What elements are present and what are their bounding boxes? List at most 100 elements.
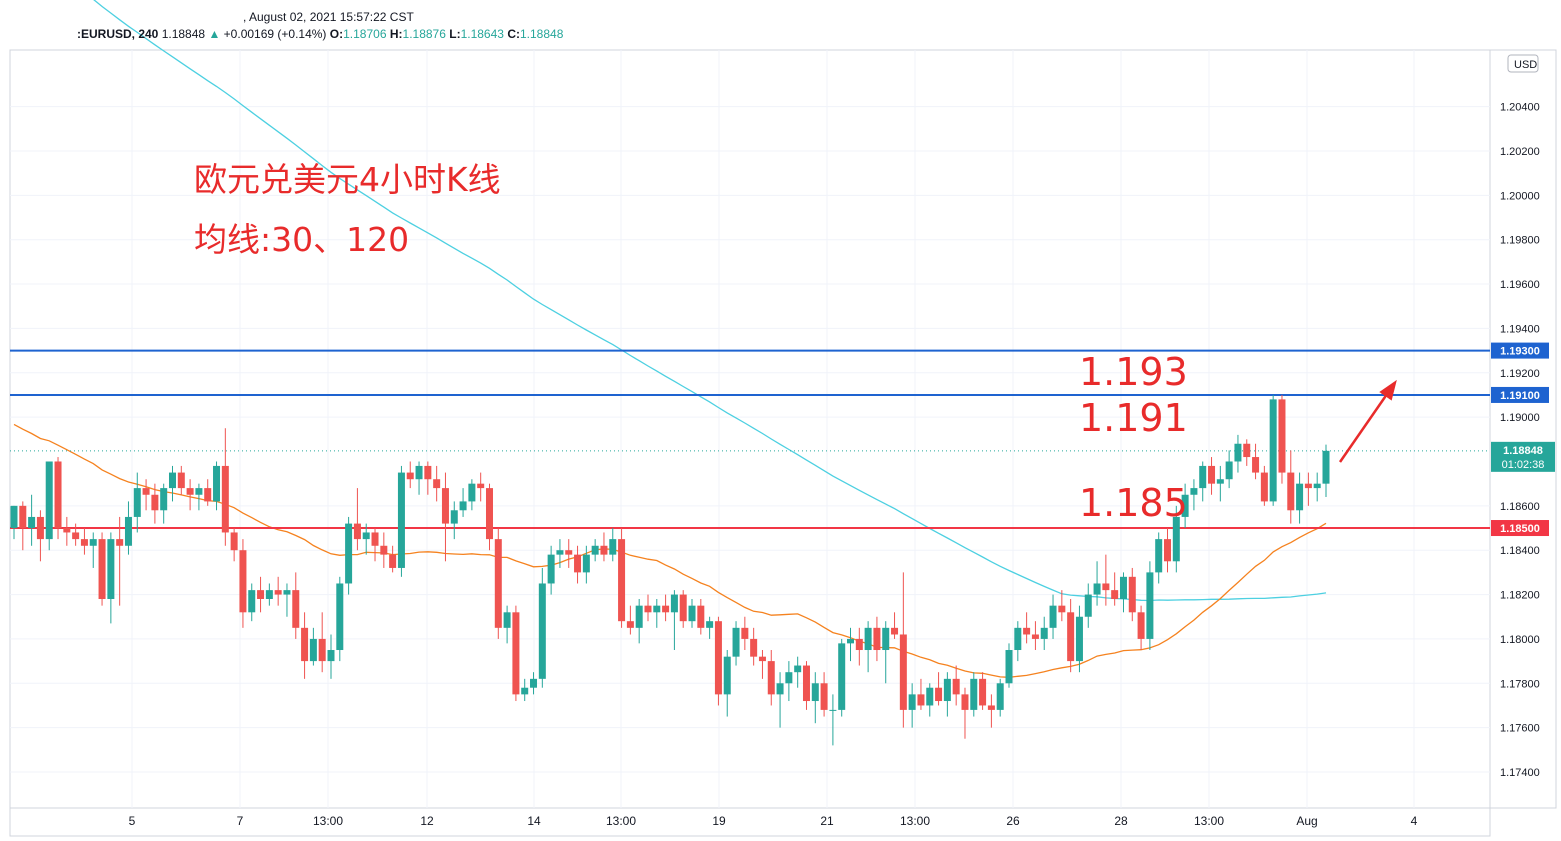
candle-body-down bbox=[626, 621, 634, 628]
level-badge-label: 1.19300 bbox=[1500, 346, 1540, 358]
candle-body-down bbox=[1243, 443, 1251, 458]
candle-body-up bbox=[459, 501, 467, 511]
candle-body-up bbox=[838, 643, 846, 710]
candle-body-down bbox=[899, 634, 907, 710]
close-value: 1.18848 bbox=[519, 27, 564, 41]
candle-body-down bbox=[1287, 472, 1295, 511]
chart-title-annotation: 欧元兑美元4小时K线 bbox=[194, 160, 501, 199]
candle-body-up bbox=[1014, 627, 1022, 651]
candle-body-down bbox=[257, 590, 265, 599]
candle-body-up bbox=[1155, 539, 1163, 573]
candle-body-down bbox=[274, 590, 282, 595]
candle-body-up bbox=[362, 532, 370, 540]
candle-body-down bbox=[802, 665, 810, 702]
candle-body-down bbox=[389, 554, 397, 568]
candle-body-down bbox=[485, 488, 493, 540]
candle-body-up bbox=[45, 461, 53, 540]
low-value: 1.18643 bbox=[460, 27, 504, 41]
candle-body-down bbox=[600, 545, 608, 555]
candle-body-up bbox=[1313, 483, 1321, 489]
candle-body-up bbox=[168, 472, 176, 489]
up-triangle-icon: ▲ bbox=[208, 27, 221, 41]
y-tick-label: 1.19800 bbox=[1500, 235, 1540, 247]
candle-body-up bbox=[1181, 494, 1189, 517]
candle-body-down bbox=[1031, 634, 1039, 639]
price-change: +0.00169 (+0.14%) bbox=[223, 27, 327, 41]
candle-body-down bbox=[750, 638, 758, 657]
candle-body-up bbox=[397, 472, 405, 568]
candle-body-down bbox=[441, 488, 449, 524]
candle-body-up bbox=[265, 590, 273, 599]
candle-body-up bbox=[28, 516, 36, 529]
candle-body-up bbox=[847, 638, 855, 644]
candle-body-up bbox=[609, 539, 617, 555]
forecast-arrow bbox=[1338, 379, 1397, 463]
candle-body-up bbox=[195, 488, 203, 495]
candle-body-up bbox=[133, 488, 141, 517]
x-tick-label: 5 bbox=[129, 814, 136, 828]
ma-30-path bbox=[13, 423, 1327, 678]
y-tick-label: 1.17800 bbox=[1500, 678, 1540, 690]
candle-body-down bbox=[1278, 399, 1286, 473]
candle-body-down bbox=[177, 472, 185, 489]
candle-body-up bbox=[107, 539, 115, 599]
candle-body-down bbox=[952, 678, 960, 695]
candle-body-down bbox=[820, 683, 828, 710]
candle-body-up bbox=[785, 672, 793, 684]
candle-body-up bbox=[1225, 461, 1233, 480]
horizontal-level-lines bbox=[10, 349, 1490, 530]
currency-badge-label: USD bbox=[1514, 59, 1537, 71]
candle-body-up bbox=[336, 583, 344, 651]
y-axis-tick-labels: 1.20400 1.20200 1.20000 1.19800 1.19600 1.194… bbox=[1500, 54, 1540, 779]
candle-body-up bbox=[556, 550, 564, 555]
candle-body-up bbox=[794, 665, 802, 673]
candle-body-down bbox=[353, 523, 361, 540]
candle-body-up bbox=[811, 683, 819, 702]
candle-body-down bbox=[301, 627, 309, 662]
header-date: , August 02, 2021 15:57:22 CST bbox=[243, 10, 414, 24]
x-tick-label: 14 bbox=[527, 814, 541, 828]
candle-body-up bbox=[1269, 399, 1277, 502]
ma-120-path bbox=[93, 0, 1327, 602]
current-price-label: 1.18848 bbox=[1503, 445, 1543, 457]
open-label: O: bbox=[329, 27, 344, 41]
level-annotation-1193: 1.193 bbox=[1079, 350, 1188, 394]
candle-body-down bbox=[1208, 465, 1216, 484]
candle-body-down bbox=[512, 612, 520, 695]
price-axis bbox=[1489, 49, 1557, 809]
candle-body-down bbox=[679, 594, 687, 622]
candle-body-up bbox=[943, 678, 951, 702]
candle-body-down bbox=[142, 488, 150, 495]
candle-body-down bbox=[662, 605, 670, 613]
last-price: 1.18848 bbox=[161, 27, 206, 41]
candle-body-down bbox=[1304, 483, 1312, 489]
grid bbox=[10, 50, 1490, 808]
candle-body-up bbox=[1119, 576, 1127, 599]
candle-body-down bbox=[1023, 627, 1031, 635]
candle-body-up bbox=[926, 687, 934, 706]
x-tick-label: 21 bbox=[820, 814, 834, 828]
candle-body-down bbox=[1260, 472, 1268, 502]
candle-body-up bbox=[970, 678, 978, 710]
time-axis bbox=[9, 807, 1491, 837]
candle-body-up bbox=[1093, 583, 1101, 595]
candle-body-down bbox=[1128, 576, 1136, 613]
candle-body-down bbox=[186, 488, 194, 495]
x-tick-label: 13:00 bbox=[900, 814, 930, 828]
x-tick-label: 13:00 bbox=[1194, 814, 1224, 828]
candle-body-up bbox=[1190, 488, 1198, 495]
ma-120-line bbox=[93, 0, 1327, 602]
candle-body-up bbox=[1234, 443, 1242, 462]
candle-body-down bbox=[1058, 605, 1066, 613]
candle-body-down bbox=[116, 539, 124, 546]
candle-body-down bbox=[891, 627, 899, 635]
candle-body-up bbox=[591, 545, 599, 555]
y-tick-label: 1.17400 bbox=[1500, 767, 1540, 779]
candle-body-up bbox=[996, 683, 1004, 710]
y-tick-label: 1.18600 bbox=[1500, 501, 1540, 513]
candle-body-down bbox=[767, 661, 775, 695]
candle-body-up bbox=[521, 687, 529, 695]
level-annotation-1185: 1.185 bbox=[1079, 481, 1188, 525]
candle-body-down bbox=[1067, 612, 1075, 662]
candle-body-down bbox=[741, 627, 749, 639]
